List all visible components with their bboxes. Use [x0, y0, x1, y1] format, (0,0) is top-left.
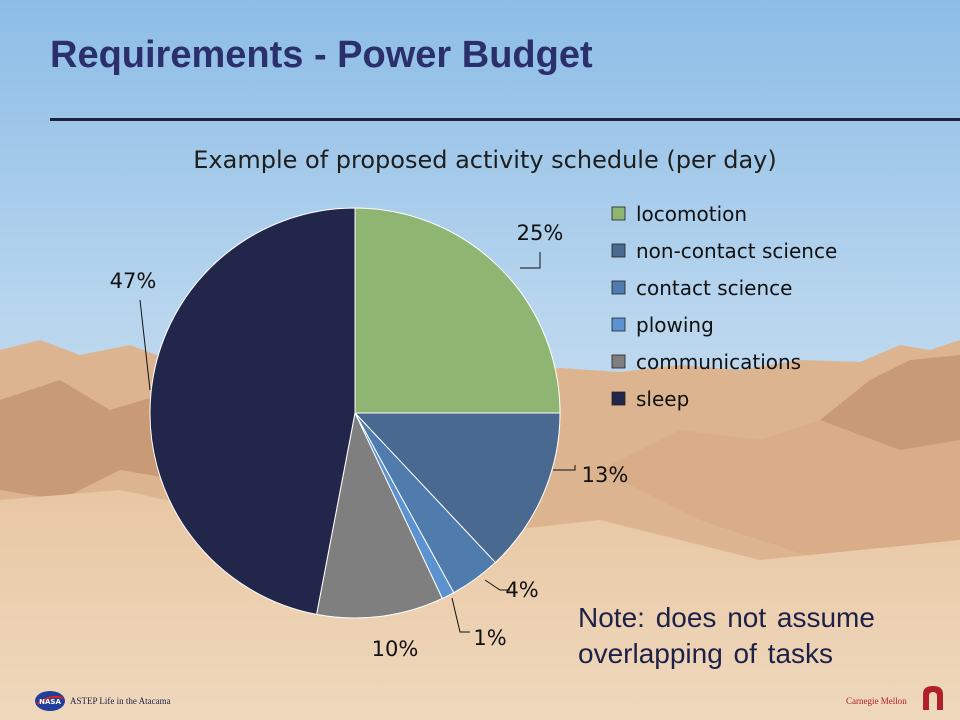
- legend-swatch-contact-science: [611, 280, 626, 295]
- leader-line-non-contact-science: [553, 465, 576, 471]
- leader-lines: [139, 252, 576, 633]
- svg-text:NASA: NASA: [39, 698, 61, 706]
- title-divider: [50, 118, 960, 121]
- legend-label-non-contact-science: non-contact science: [636, 239, 837, 263]
- leader-line-locomotion: [520, 252, 541, 269]
- legend-swatch-communications: [611, 354, 626, 369]
- chart-title: Example of proposed activity schedule (p…: [193, 146, 776, 174]
- data-label-locomotion: 25%: [517, 221, 564, 245]
- legend-label-locomotion: locomotion: [636, 202, 747, 226]
- data-label-sleep: 47%: [110, 269, 157, 293]
- leader-line-sleep: [139, 299, 151, 391]
- pie-slice-locomotion: [354, 207, 561, 414]
- pie-slice-sleep: [149, 207, 356, 615]
- footer-project-name: ASTEP Life in the Atacama: [70, 696, 171, 706]
- footer-institution: Carnegie Mellon: [846, 696, 907, 706]
- legend-label-contact-science: contact science: [636, 276, 792, 300]
- leader-line-plowing: [451, 597, 470, 633]
- data-label-communications: 10%: [372, 637, 419, 661]
- data-labels: 25% 13% 4% 1% 10% 47%: [110, 221, 629, 661]
- leader-line-contact-science: [484, 579, 510, 591]
- data-label-non-contact-science: 13%: [582, 463, 629, 487]
- assumption-note: Note: does not assume overlapping of tas…: [578, 602, 875, 669]
- legend-swatch-locomotion: [611, 206, 626, 221]
- nasa-logo-icon: NASA: [35, 691, 65, 711]
- data-label-plowing: 1%: [473, 626, 506, 650]
- legend-label-sleep: sleep: [636, 387, 689, 411]
- legend-swatch-plowing: [611, 317, 626, 332]
- legend-swatch-non-contact-science: [611, 243, 626, 258]
- pie-slice-communications: [316, 411, 443, 619]
- legend-label-communications: communications: [636, 350, 801, 374]
- cmu-logo-icon: [923, 686, 943, 710]
- chart-legend: locomotion non-contact science contact sci…: [611, 202, 837, 411]
- legend-label-plowing: plowing: [636, 313, 714, 337]
- legend-swatch-sleep: [611, 391, 626, 406]
- data-label-contact-science: 4%: [505, 578, 538, 602]
- pie-slices: [149, 207, 561, 619]
- slide-title: Requirements - Power Budget: [50, 34, 593, 76]
- pie-slice-non-contact-science: [353, 412, 561, 564]
